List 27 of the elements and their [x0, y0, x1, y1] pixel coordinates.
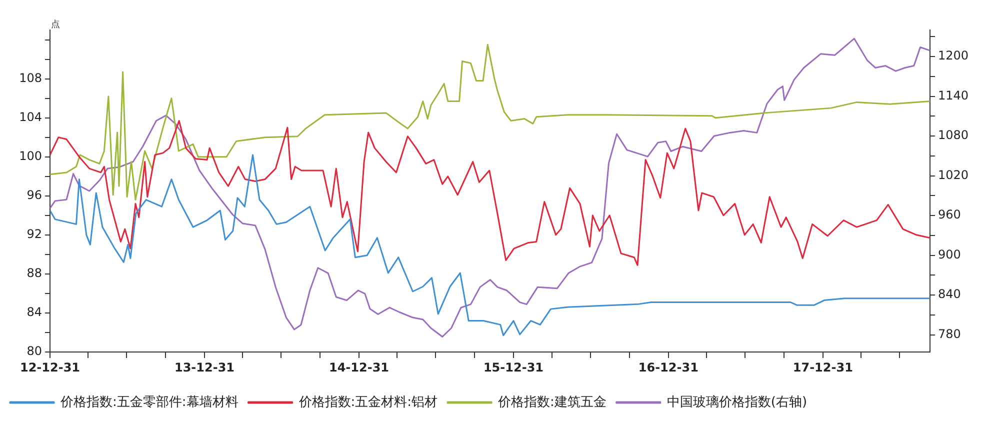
x-tick-label: 16-12-31 — [638, 360, 698, 374]
y2-tick-label: 840 — [938, 287, 961, 302]
y-tick-label: 108 — [19, 70, 42, 85]
y-tick-label: 100 — [19, 148, 42, 163]
legend-label: 中国玻璃价格指数(右轴) — [666, 394, 808, 410]
y-tick-label: 80 — [26, 344, 42, 358]
y2-tick-label: 1140 — [938, 88, 969, 102]
x-tick-label: 15-12-31 — [483, 360, 544, 374]
y-tick-label: 96 — [26, 188, 42, 202]
x-tick-label: 13-12-31 — [174, 360, 235, 374]
y-tick-label: 84 — [26, 305, 42, 320]
y2-tick-label: 1200 — [938, 48, 969, 63]
y2-tick-label: 1020 — [938, 168, 969, 182]
legend-label: 价格指数:建筑五金 — [497, 394, 606, 410]
legend-label: 价格指数:五金零部件:幕墙材料 — [60, 394, 238, 410]
legend-label: 价格指数:五金材料:铝材 — [298, 394, 438, 410]
x-tick-label: 12-12-31 — [20, 360, 80, 374]
y-tick-label: 92 — [26, 227, 42, 242]
x-tick-label: 17-12-31 — [792, 360, 853, 374]
y-tick-label: 88 — [26, 266, 42, 280]
y2-tick-label: 900 — [938, 247, 961, 262]
y-axis-title: 点 — [51, 18, 60, 30]
y2-tick-label: 1080 — [938, 128, 969, 142]
y2-tick-label: 960 — [938, 208, 961, 222]
y2-tick-label: 780 — [938, 326, 961, 341]
y-tick-label: 104 — [19, 110, 42, 124]
x-tick-label: 14-12-31 — [328, 360, 390, 374]
